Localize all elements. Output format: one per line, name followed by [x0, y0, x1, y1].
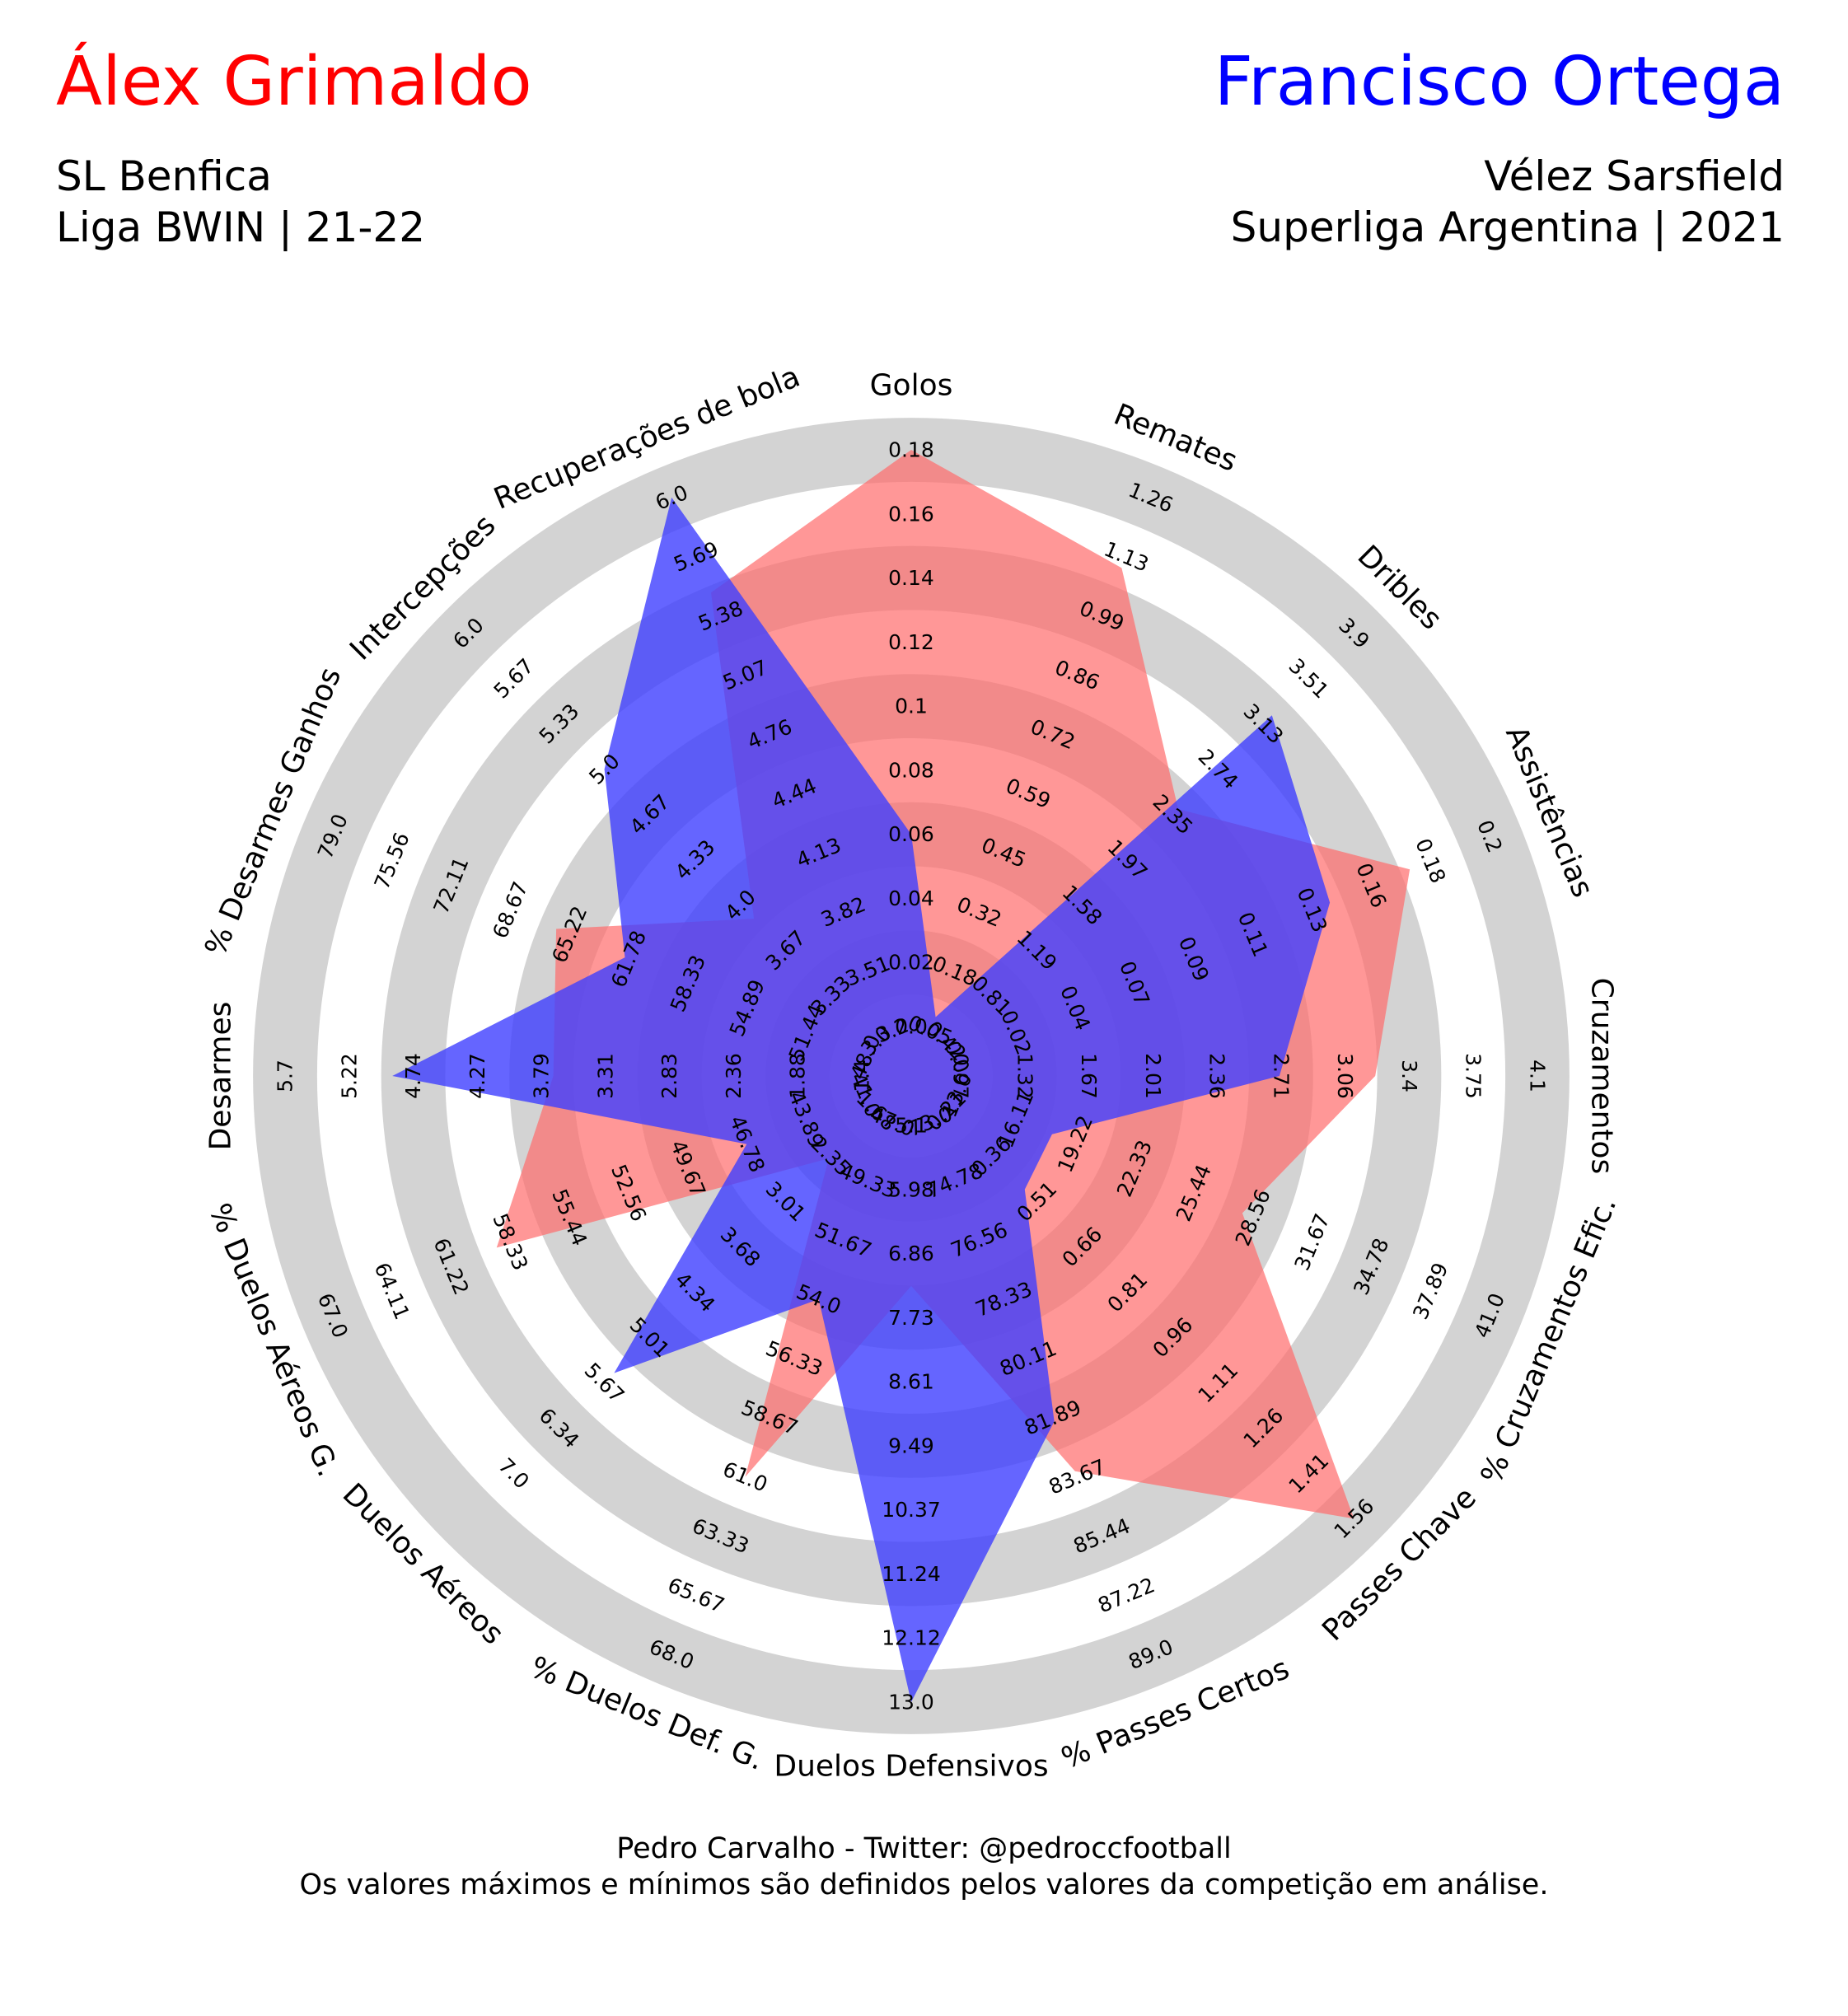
footer-credit: Pedro Carvalho - Twitter: @pedroccfootba… — [616, 1832, 1232, 1865]
tick-label: 3.79 — [530, 1053, 554, 1099]
param-label: Golos — [870, 369, 953, 403]
footer-note: Os valores máximos e mínimos são definid… — [299, 1869, 1549, 1901]
tick-label: 2.83 — [657, 1053, 681, 1099]
right-player-club: Vélez Sarsfield — [1484, 152, 1785, 200]
tick-label: 0.06 — [888, 822, 934, 846]
tick-label: 10.37 — [882, 1498, 941, 1522]
param-label: Cruzamentos — [1585, 978, 1619, 1175]
tick-label: 4.74 — [401, 1053, 425, 1099]
right-player-name: Francisco Ortega — [1214, 43, 1785, 121]
tick-label: 0.08 — [888, 758, 934, 782]
tick-label: 1.32 — [1013, 1053, 1036, 1099]
tick-label: 2.71 — [1269, 1053, 1293, 1099]
tick-label: 8.61 — [888, 1370, 934, 1394]
tick-label: 5.7 — [274, 1059, 297, 1092]
series-right-player — [392, 497, 1331, 1702]
tick-label: 0.1 — [895, 695, 928, 718]
tick-label: 1.67 — [1077, 1053, 1101, 1099]
tick-label: 2.36 — [722, 1053, 746, 1099]
tick-label: 3.4 — [1397, 1059, 1421, 1092]
tick-label: 0.02 — [888, 951, 934, 975]
tick-label: 0.16 — [888, 502, 934, 526]
right-player-info: Vélez Sarsfield Superliga Argentina | 20… — [1231, 151, 1785, 253]
tick-label: 4.27 — [466, 1053, 489, 1099]
left-player-info: SL Benfica Liga BWIN | 21-22 — [56, 151, 425, 253]
tick-label: 12.12 — [882, 1626, 941, 1650]
param-label: Duelos Defensivos — [774, 1750, 1048, 1784]
tick-label: 0.04 — [888, 886, 934, 910]
tick-label: 9.49 — [888, 1434, 934, 1457]
tick-label: 11.24 — [882, 1562, 941, 1586]
tick-label: 5.98 — [888, 1177, 934, 1201]
tick-label: 1.4 — [850, 1059, 874, 1092]
tick-label: 13.0 — [888, 1691, 934, 1714]
tick-label: 0.12 — [888, 630, 934, 654]
tick-label: 5.1 — [895, 1114, 928, 1138]
tick-label: 0.14 — [888, 566, 934, 590]
radar-tick-labels: 0.0 0.02 0.04 0.06 0.08 0.1 0.12 0.14 0.16 0.18 0.… — [274, 438, 1550, 1714]
radar-series — [392, 450, 1411, 1702]
tick-label: 0.0 — [895, 1015, 928, 1039]
left-player-club: SL Benfica — [56, 152, 272, 200]
tick-label: 7.73 — [888, 1306, 934, 1330]
left-player-league: Liga BWIN | 21-22 — [56, 203, 426, 251]
tick-label: 1.88 — [786, 1053, 810, 1099]
tick-label: 6.86 — [888, 1242, 934, 1265]
left-player-name: Álex Grimaldo — [56, 43, 532, 121]
tick-label: 0.97 — [949, 1053, 973, 1099]
param-label: Desarmes — [204, 1002, 238, 1151]
tick-label: 2.01 — [1141, 1053, 1165, 1099]
tick-label: 3.06 — [1333, 1053, 1357, 1099]
tick-label: 3.75 — [1462, 1053, 1485, 1099]
right-player-league: Superliga Argentina | 2021 — [1230, 203, 1785, 251]
tick-label: 4.1 — [1526, 1059, 1550, 1092]
tick-label: 5.22 — [337, 1053, 361, 1099]
tick-label: 3.31 — [593, 1053, 617, 1099]
tick-label: 0.18 — [888, 438, 934, 462]
tick-label: 2.36 — [1205, 1053, 1229, 1099]
series-left-player — [496, 450, 1411, 1519]
